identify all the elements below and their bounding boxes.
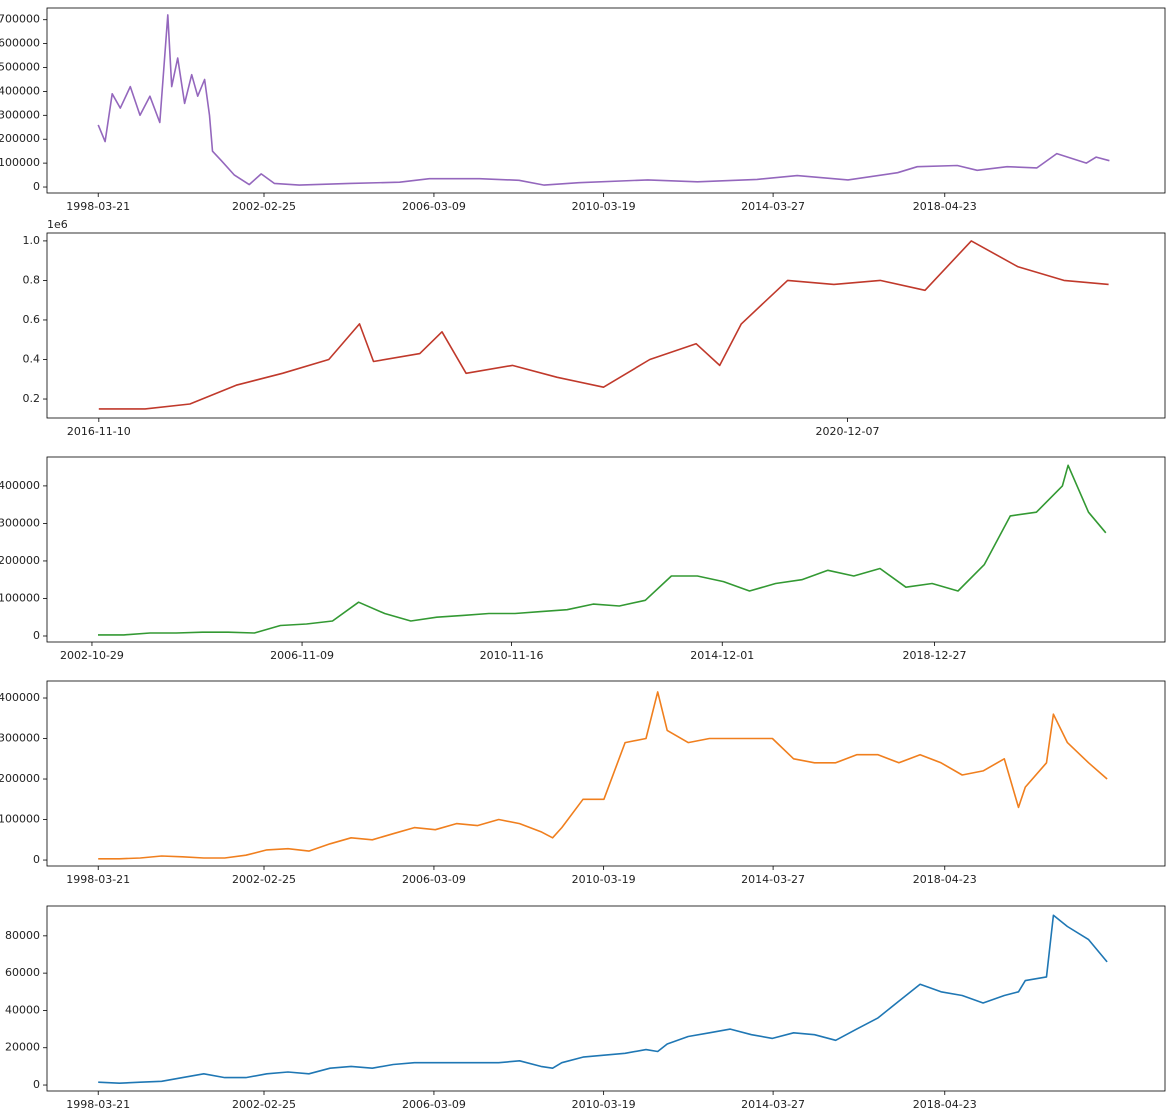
y-tick-label: 20000 xyxy=(5,1041,40,1054)
y-tick-label: 300000 xyxy=(0,516,40,529)
y-tick-label: 0.8 xyxy=(23,273,41,286)
x-tick-label: 2014-03-27 xyxy=(741,200,805,213)
y-tick-label: 100000 xyxy=(0,156,40,169)
line-series xyxy=(98,914,1108,1084)
x-tick-label: 2002-02-25 xyxy=(232,1098,296,1111)
offset-text: 1e6 xyxy=(47,218,68,231)
x-tick-label: 2014-03-27 xyxy=(741,873,805,886)
x-tick-label: 2018-12-27 xyxy=(903,649,967,662)
x-tick-label: 1998-03-21 xyxy=(66,1098,130,1111)
axes-frame xyxy=(46,232,1166,419)
y-tick-label: 100000 xyxy=(0,813,40,826)
x-tick-label: 2018-04-23 xyxy=(913,1098,977,1111)
x-tick-label: 2018-04-23 xyxy=(913,200,977,213)
y-tick-label: 200000 xyxy=(0,132,40,145)
y-tick-label: 0.4 xyxy=(23,352,41,365)
x-tick-label: 2002-02-25 xyxy=(232,873,296,886)
y-tick-label: 700000 xyxy=(0,13,40,26)
y-tick-label: 60000 xyxy=(5,966,40,979)
y-tick-label: 400000 xyxy=(0,84,40,97)
x-tick-label: 2016-11-10 xyxy=(67,425,131,438)
x-tick-label: 2010-03-19 xyxy=(572,873,636,886)
x-tick-label: 2018-04-23 xyxy=(913,873,977,886)
x-tick-label: 2006-03-09 xyxy=(402,873,466,886)
x-tick-label: 2006-11-09 xyxy=(270,649,334,662)
y-tick-label: 0 xyxy=(33,629,40,642)
x-tick-label: 2010-11-16 xyxy=(480,649,544,662)
y-tick-label: 200000 xyxy=(0,554,40,567)
x-tick-label: 2010-03-19 xyxy=(572,1098,636,1111)
line-series xyxy=(97,14,1110,186)
y-tick-label: 600000 xyxy=(0,37,40,50)
y-tick-label: 300000 xyxy=(0,732,40,745)
y-tick-label: 300000 xyxy=(0,108,40,121)
y-tick-label: 80000 xyxy=(5,929,40,942)
x-tick-label: 1998-03-21 xyxy=(66,873,130,886)
axes-frame xyxy=(46,905,1166,1092)
y-tick-label: 0 xyxy=(33,853,40,866)
axes-frame xyxy=(46,456,1166,643)
y-tick-label: 400000 xyxy=(0,691,40,704)
line-series xyxy=(98,464,1107,636)
x-tick-label: 2006-03-09 xyxy=(402,200,466,213)
x-tick-label: 2002-10-29 xyxy=(60,649,124,662)
y-tick-label: 200000 xyxy=(0,772,40,785)
y-tick-label: 100000 xyxy=(0,591,40,604)
y-tick-label: 0 xyxy=(33,180,40,193)
x-tick-label: 1998-03-21 xyxy=(66,200,130,213)
y-tick-label: 0.2 xyxy=(23,392,41,405)
y-tick-label: 0 xyxy=(33,1078,40,1091)
y-tick-label: 0.6 xyxy=(23,313,41,326)
x-tick-label: 2006-03-09 xyxy=(402,1098,466,1111)
line-series xyxy=(98,691,1108,860)
x-tick-label: 2010-03-19 xyxy=(572,200,636,213)
x-tick-label: 2014-03-27 xyxy=(741,1098,805,1111)
y-tick-label: 1.0 xyxy=(23,234,41,247)
y-tick-label: 500000 xyxy=(0,61,40,74)
line-series xyxy=(98,240,1109,410)
axes-frame xyxy=(46,7,1166,194)
x-tick-label: 2014-12-01 xyxy=(690,649,754,662)
axes-frame xyxy=(46,680,1166,867)
y-tick-label: 400000 xyxy=(0,479,40,492)
x-tick-label: 2020-12-07 xyxy=(816,425,880,438)
x-tick-label: 2002-02-25 xyxy=(232,200,296,213)
y-tick-label: 40000 xyxy=(5,1003,40,1016)
